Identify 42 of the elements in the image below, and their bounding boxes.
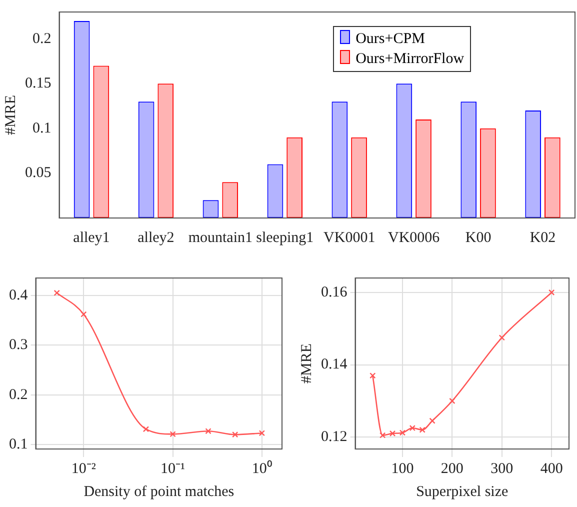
x-axis-title: Density of point matches [84, 484, 234, 500]
y-axis-title: #MRE [2, 94, 19, 136]
point [449, 398, 456, 404]
x-tick-label: K00 [465, 230, 492, 246]
y-tick-label: 0.12 [321, 429, 348, 446]
legend-label: Ours+CPM [354, 30, 426, 49]
x-tick-label: 10⁻² [71, 460, 96, 477]
point [498, 334, 505, 341]
y-tick-label: 0.4 [9, 287, 28, 304]
point [380, 432, 386, 438]
point [370, 372, 376, 379]
x-axis-title: Superpixel size [416, 484, 508, 500]
point [419, 426, 426, 433]
y-tick-label: 0.3 [9, 337, 28, 354]
y-axis-title: #MRE [298, 343, 315, 384]
x-tick-label: 10⁻¹ [160, 460, 186, 477]
x-tick-label: K02 [530, 230, 556, 246]
y-tick-label: 0.14 [321, 356, 348, 373]
point [429, 418, 436, 424]
y-tick-label: 0.2 [32, 30, 52, 47]
x-tick-label: VK0001 [324, 230, 376, 246]
x-tick-label: VK0006 [388, 230, 440, 246]
point [548, 289, 555, 296]
y-tick-label: 0.15 [25, 76, 52, 92]
x-tick-label: 100 [391, 460, 414, 477]
x-tick-label: 300 [490, 460, 514, 477]
legend-label: Ours+MirrorFlow [354, 50, 464, 69]
point [389, 430, 396, 437]
point [399, 430, 406, 436]
x-tick-label: mountain1 [188, 230, 253, 246]
point [409, 424, 416, 432]
x-tick-label: alley1 [73, 230, 110, 246]
x-tick-label: 10⁰ [252, 460, 272, 477]
x-tick-label: 400 [540, 460, 563, 477]
x-tick-label: alley2 [138, 230, 174, 246]
y-tick-label: 0.05 [25, 165, 52, 182]
y-tick-label: 0.1 [9, 436, 28, 452]
y-tick-label: 0.2 [9, 386, 28, 403]
x-tick-label: sleeping1 [256, 230, 314, 246]
y-tick-label: 0.1 [32, 120, 52, 136]
x-tick-label: 200 [440, 460, 464, 477]
y-tick-label: 0.16 [321, 284, 348, 300]
